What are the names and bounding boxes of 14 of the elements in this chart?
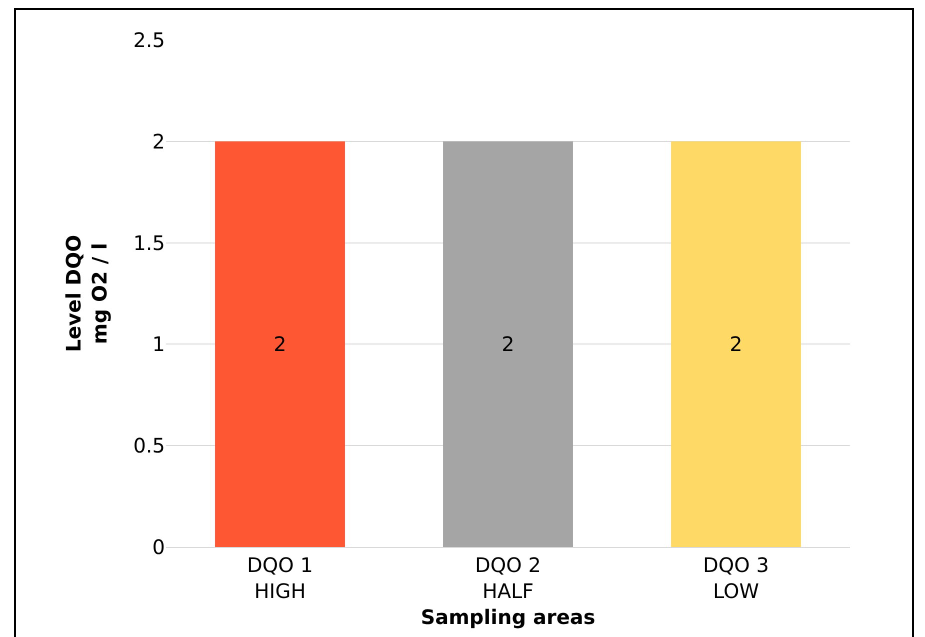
data-label: 2 [274, 332, 286, 356]
y-tick-label: 2.5 [133, 28, 165, 52]
x-tick-label: DQO 3 LOW [703, 553, 769, 603]
y-tick-label: 2 [152, 129, 165, 154]
data-label: 2 [730, 332, 742, 356]
data-label: 2 [502, 332, 514, 356]
x-tick-label: DQO 2 HALF [475, 553, 541, 603]
x-tick-label: DQO 1 HIGH [247, 553, 313, 603]
x-axis-title: Sampling areas [420, 605, 596, 629]
y-axis-title: Level DQO mg O2 / l [62, 234, 112, 352]
y-tick-label: 0 [152, 535, 165, 559]
y-tick-label: 1.5 [133, 230, 165, 255]
y-tick-label: 1 [152, 332, 165, 356]
y-tick-label: 0.5 [133, 434, 165, 458]
